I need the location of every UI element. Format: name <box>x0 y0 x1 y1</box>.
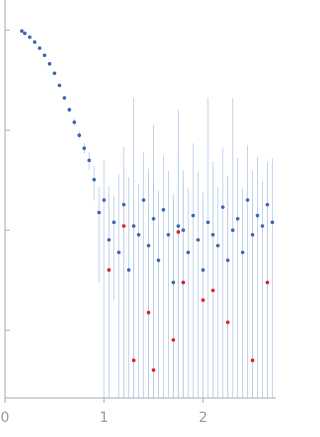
data-point <box>32 40 37 44</box>
data-point <box>72 120 77 125</box>
data-point <box>20 29 24 33</box>
data-point <box>230 228 235 232</box>
data-point <box>196 238 200 242</box>
data-point <box>82 146 87 150</box>
chart: 0 1 2 <box>1 0 276 426</box>
x-tick-label: 1 <box>100 410 109 426</box>
plot-area <box>20 29 275 398</box>
data-point <box>77 133 82 138</box>
data-point <box>171 280 176 285</box>
data-point <box>151 368 156 372</box>
data-point <box>171 338 176 342</box>
data-point <box>260 224 265 228</box>
data-point <box>107 268 111 272</box>
data-point <box>250 358 255 363</box>
data-point <box>92 177 96 182</box>
data-point <box>136 232 141 237</box>
data-point <box>201 298 205 302</box>
data-point <box>250 232 255 237</box>
data-point <box>126 268 131 272</box>
data-point <box>161 207 166 212</box>
data-point <box>23 31 27 36</box>
data-point <box>107 238 111 242</box>
data-point <box>57 83 62 88</box>
data-point <box>97 210 101 215</box>
data-point <box>211 288 215 293</box>
data-point <box>131 358 136 363</box>
data-point <box>265 202 270 207</box>
data-point <box>141 198 146 202</box>
data-point <box>225 258 230 263</box>
data-point <box>42 53 47 58</box>
data-point <box>122 202 126 207</box>
data-point <box>62 96 67 100</box>
data-point <box>245 198 250 202</box>
data-point <box>176 224 181 228</box>
data-point <box>265 280 270 285</box>
data-point <box>201 268 205 272</box>
data-point <box>67 107 72 112</box>
data-point <box>255 213 260 218</box>
data-point <box>87 158 91 163</box>
data-point <box>47 62 52 66</box>
data-point <box>151 216 156 221</box>
data-point <box>186 250 190 255</box>
data-point <box>102 198 106 202</box>
data-point <box>52 71 57 76</box>
data-point <box>112 220 116 225</box>
data-point <box>166 232 171 237</box>
data-point <box>181 228 186 232</box>
data-point <box>117 250 121 255</box>
data-point <box>235 216 240 221</box>
data-point <box>240 250 245 255</box>
data-point <box>156 258 161 263</box>
data-point <box>131 224 136 228</box>
data-point <box>27 35 32 39</box>
data-point <box>270 220 275 225</box>
data-point <box>146 310 151 315</box>
data-point <box>37 46 42 50</box>
data-point <box>122 224 126 228</box>
data-point <box>216 243 220 248</box>
data-point <box>211 232 215 237</box>
data-point <box>221 205 225 209</box>
data-point <box>146 243 151 248</box>
data-point <box>191 213 195 218</box>
data-point <box>176 230 181 234</box>
data-point <box>225 320 230 325</box>
data-point <box>206 220 210 225</box>
x-tick-label: 2 <box>199 410 208 426</box>
x-tick-label: 0 <box>1 410 10 426</box>
data-point <box>181 280 186 285</box>
